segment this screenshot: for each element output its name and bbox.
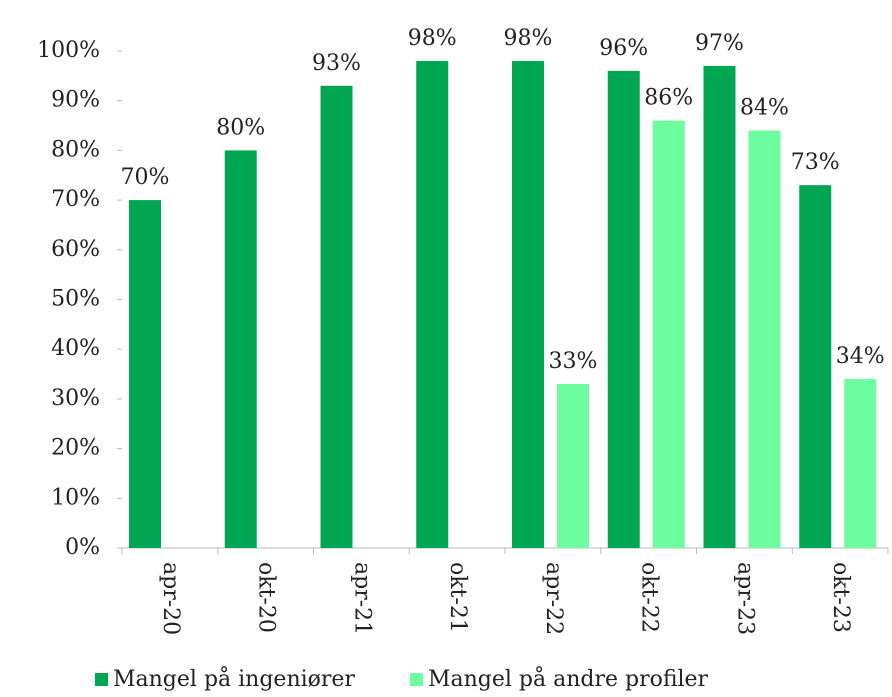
value-label: 80% bbox=[216, 115, 265, 140]
bar bbox=[129, 200, 161, 548]
value-label: 84% bbox=[740, 96, 789, 121]
value-label: 34% bbox=[836, 344, 885, 369]
y-tick-label: 70% bbox=[51, 187, 100, 212]
y-tick-label: 100% bbox=[37, 38, 100, 63]
legend-swatch bbox=[95, 673, 108, 686]
bar bbox=[748, 130, 781, 548]
y-tick-label: 20% bbox=[51, 436, 100, 461]
value-label: 96% bbox=[599, 36, 648, 61]
x-tick-label: okt-22 bbox=[637, 562, 662, 633]
y-tick-label: 90% bbox=[51, 88, 100, 113]
bar bbox=[416, 60, 449, 548]
value-label: 73% bbox=[791, 150, 840, 175]
y-tick-label: 50% bbox=[51, 287, 100, 312]
y-tick-label: 80% bbox=[51, 137, 100, 162]
x-tick-label: apr-23 bbox=[732, 562, 757, 635]
y-tick-label: 30% bbox=[51, 386, 100, 411]
y-tick-label: 10% bbox=[51, 485, 100, 510]
legend-label: Mangel på ingeniører bbox=[113, 665, 355, 692]
value-label: 86% bbox=[644, 86, 693, 111]
y-tick-label: 0% bbox=[65, 535, 100, 560]
x-tick-label: okt-23 bbox=[828, 562, 853, 633]
value-label: 70% bbox=[121, 165, 170, 190]
bar bbox=[799, 185, 832, 548]
value-label: 97% bbox=[695, 31, 744, 56]
y-tick-label: 40% bbox=[51, 336, 100, 361]
bar bbox=[607, 70, 640, 548]
legend-label: Mangel på andre profiler bbox=[428, 665, 709, 692]
x-tick-label: okt-20 bbox=[254, 562, 279, 633]
value-label: 98% bbox=[504, 26, 553, 51]
bar bbox=[224, 150, 257, 548]
x-tick-label: apr-22 bbox=[541, 562, 566, 635]
y-tick-label: 60% bbox=[51, 237, 100, 262]
value-label: 98% bbox=[408, 26, 457, 51]
bar bbox=[652, 120, 685, 548]
x-tick-label: okt-21 bbox=[445, 562, 470, 633]
bar bbox=[557, 383, 589, 548]
value-label: 93% bbox=[312, 51, 361, 76]
value-label: 33% bbox=[549, 349, 598, 374]
bar bbox=[320, 85, 353, 548]
bar bbox=[703, 65, 736, 548]
bar bbox=[844, 379, 877, 548]
x-tick-label: apr-20 bbox=[158, 562, 183, 635]
bar bbox=[512, 60, 544, 548]
legend-swatch bbox=[409, 673, 423, 686]
x-tick-label: apr-21 bbox=[349, 562, 374, 635]
